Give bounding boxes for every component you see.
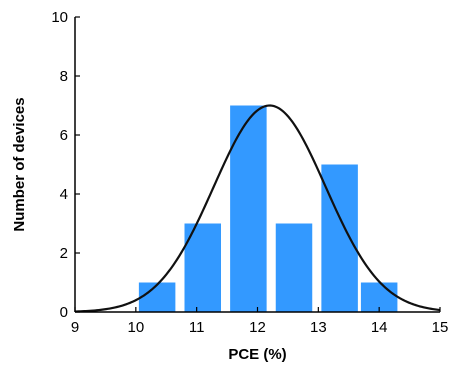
bar-4 xyxy=(275,223,313,312)
bars-layer xyxy=(138,105,398,312)
x-tick-label: 9 xyxy=(71,319,79,336)
y-tick-label: 0 xyxy=(60,304,68,321)
x-axis-title: PCE (%) xyxy=(228,346,286,363)
y-tick-label: 8 xyxy=(60,68,68,85)
y-axis-title: Number of devices xyxy=(11,97,28,231)
y-tick-label: 10 xyxy=(51,9,68,26)
bar-3 xyxy=(230,105,267,312)
x-tick-label: 13 xyxy=(310,319,327,336)
x-tick-label: 15 xyxy=(432,319,449,336)
y-tick-label: 4 xyxy=(60,186,68,203)
gaussian-fit-curve xyxy=(74,104,441,313)
x-tick-label: 12 xyxy=(249,319,266,336)
x-tick-label: 14 xyxy=(371,319,388,336)
y-tick-label: 2 xyxy=(60,245,68,262)
x-tick-label: 11 xyxy=(189,319,205,336)
bar-1 xyxy=(138,282,176,312)
bar-5 xyxy=(321,164,358,312)
ticks-layer: 9 10 11 12 13 14 15 0 2 4 6 8 10 xyxy=(51,9,448,336)
y-tick-label: 6 xyxy=(60,127,68,144)
x-tick-label: 10 xyxy=(127,319,144,336)
